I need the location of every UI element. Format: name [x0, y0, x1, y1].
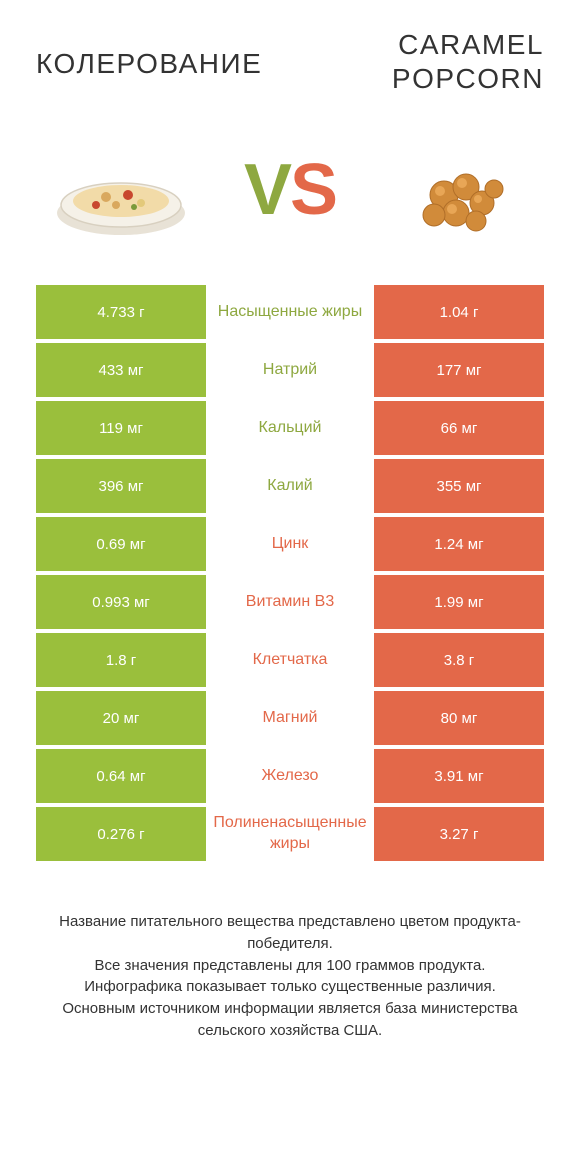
- hero-row: VS: [36, 135, 544, 245]
- cell-left-value: 0.993 мг: [36, 575, 206, 629]
- cell-right-value: 177 мг: [374, 343, 544, 397]
- cell-left-value: 119 мг: [36, 401, 206, 455]
- cell-right-value: 66 мг: [374, 401, 544, 455]
- cell-left-value: 396 мг: [36, 459, 206, 513]
- vs-label: VS: [244, 149, 336, 231]
- cell-left-value: 1.8 г: [36, 633, 206, 687]
- food-right-image: [384, 135, 534, 245]
- title-right: CARAMEL POPCORN: [392, 28, 544, 95]
- cell-right-value: 1.04 г: [374, 285, 544, 339]
- titles-row: КОЛЕРОВАНИЕ CARAMEL POPCORN: [36, 28, 544, 95]
- cell-left-value: 0.64 мг: [36, 749, 206, 803]
- cell-left-value: 0.276 г: [36, 807, 206, 861]
- table-row: 20 мгМагний80 мг: [36, 691, 544, 745]
- cell-right-value: 1.99 мг: [374, 575, 544, 629]
- table-row: 396 мгКалий355 мг: [36, 459, 544, 513]
- title-right-line1: CARAMEL: [392, 28, 544, 62]
- table-row: 0.993 мгВитамин B31.99 мг: [36, 575, 544, 629]
- table-row: 433 мгНатрий177 мг: [36, 343, 544, 397]
- title-left: КОЛЕРОВАНИЕ: [36, 28, 262, 80]
- comparison-table: 4.733 гНасыщенные жиры1.04 г433 мгНатрий…: [36, 285, 544, 861]
- cell-nutrient-label: Полиненасыщенные жиры: [206, 807, 374, 861]
- footer-line3: Инфографика показывает только существенн…: [42, 976, 538, 998]
- footer-notes: Название питательного вещества представл…: [36, 911, 544, 1042]
- cell-left-value: 433 мг: [36, 343, 206, 397]
- cell-nutrient-label: Калий: [206, 459, 374, 513]
- cell-nutrient-label: Клетчатка: [206, 633, 374, 687]
- cell-right-value: 3.91 мг: [374, 749, 544, 803]
- table-row: 0.64 мгЖелезо3.91 мг: [36, 749, 544, 803]
- cell-right-value: 355 мг: [374, 459, 544, 513]
- cell-nutrient-label: Витамин B3: [206, 575, 374, 629]
- cell-right-value: 3.8 г: [374, 633, 544, 687]
- cell-left-value: 0.69 мг: [36, 517, 206, 571]
- cell-nutrient-label: Натрий: [206, 343, 374, 397]
- cell-right-value: 80 мг: [374, 691, 544, 745]
- table-row: 0.276 гПолиненасыщенные жиры3.27 г: [36, 807, 544, 861]
- table-row: 4.733 гНасыщенные жиры1.04 г: [36, 285, 544, 339]
- cell-nutrient-label: Железо: [206, 749, 374, 803]
- table-row: 119 мгКальций66 мг: [36, 401, 544, 455]
- food-left-image: [46, 135, 196, 245]
- cell-right-value: 1.24 мг: [374, 517, 544, 571]
- cell-nutrient-label: Цинк: [206, 517, 374, 571]
- vs-s: S: [290, 150, 336, 230]
- cell-left-value: 4.733 г: [36, 285, 206, 339]
- table-row: 0.69 мгЦинк1.24 мг: [36, 517, 544, 571]
- cell-nutrient-label: Магний: [206, 691, 374, 745]
- cell-left-value: 20 мг: [36, 691, 206, 745]
- vs-v: V: [244, 150, 290, 230]
- table-row: 1.8 гКлетчатка3.8 г: [36, 633, 544, 687]
- footer-line2: Все значения представлены для 100 граммо…: [42, 955, 538, 977]
- footer-line4: Основным источником информации является …: [42, 998, 538, 1042]
- footer-line1: Название питательного вещества представл…: [42, 911, 538, 955]
- cell-right-value: 3.27 г: [374, 807, 544, 861]
- cell-nutrient-label: Насыщенные жиры: [206, 285, 374, 339]
- title-right-line2: POPCORN: [392, 62, 544, 96]
- cell-nutrient-label: Кальций: [206, 401, 374, 455]
